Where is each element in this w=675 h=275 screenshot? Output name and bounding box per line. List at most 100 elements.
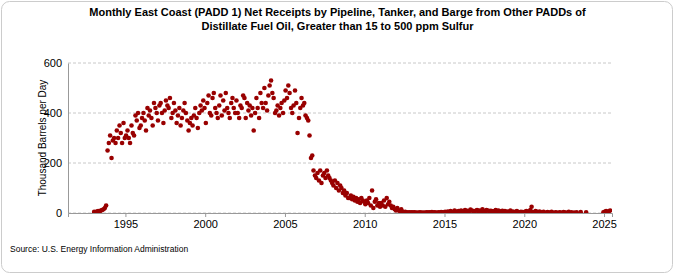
point	[384, 196, 389, 201]
point	[178, 123, 183, 128]
point	[262, 86, 267, 91]
point	[283, 88, 288, 93]
point	[243, 116, 248, 121]
point	[281, 111, 286, 116]
point	[608, 208, 612, 213]
point	[104, 203, 109, 208]
point	[190, 123, 195, 128]
title-line: Monthly East Coast (PADD 1) Net Receipts…	[89, 6, 586, 18]
x-tick-label: 2020	[513, 218, 537, 230]
y-tick: 600	[44, 57, 68, 69]
point	[113, 141, 118, 146]
points	[92, 78, 612, 213]
point	[201, 98, 206, 103]
point	[169, 116, 174, 121]
point	[265, 108, 270, 113]
point	[105, 148, 110, 153]
point	[251, 128, 256, 133]
point	[109, 156, 114, 161]
point	[574, 210, 579, 213]
point	[141, 111, 146, 116]
point	[529, 204, 534, 209]
point	[318, 168, 323, 173]
point	[202, 106, 207, 111]
x-tick-label: 2015	[433, 218, 457, 230]
point	[249, 113, 254, 118]
point	[254, 96, 259, 101]
point	[257, 116, 262, 121]
point	[231, 106, 236, 111]
point	[168, 96, 173, 101]
point	[166, 106, 171, 111]
point	[134, 118, 139, 123]
point	[158, 101, 163, 106]
point	[255, 106, 260, 111]
point	[221, 98, 226, 103]
x-tick-label: 2010	[353, 218, 377, 230]
point	[307, 133, 312, 138]
point	[144, 128, 149, 133]
point	[325, 168, 330, 173]
x-tick: 2005	[273, 213, 297, 230]
point	[261, 106, 266, 111]
x-axis-line	[69, 214, 613, 218]
point	[210, 96, 215, 101]
point	[345, 191, 350, 196]
point	[286, 83, 291, 88]
point	[371, 206, 376, 211]
y-tick: 0	[56, 207, 68, 219]
point	[319, 181, 324, 186]
point	[217, 103, 222, 108]
point	[223, 91, 228, 96]
point	[367, 196, 372, 201]
point	[226, 111, 231, 116]
point	[287, 91, 292, 96]
point	[285, 96, 290, 101]
point	[184, 111, 189, 116]
point	[209, 113, 214, 118]
point	[193, 106, 198, 111]
point	[274, 108, 279, 113]
title: Monthly East Coast (PADD 1) Net Receipts…	[89, 6, 586, 32]
x-tick: 2020	[513, 213, 537, 230]
point	[152, 101, 157, 106]
point	[156, 118, 161, 123]
x-tick: 2015	[433, 213, 457, 230]
point	[142, 118, 147, 123]
x-tick: 2025	[592, 213, 616, 230]
point	[246, 108, 251, 113]
point	[138, 123, 143, 128]
point	[237, 116, 242, 121]
point	[205, 101, 210, 106]
point	[253, 111, 258, 116]
point	[132, 133, 137, 138]
x-tick-mark	[125, 213, 126, 217]
y-axis-line	[68, 64, 69, 214]
point	[227, 116, 232, 121]
point	[578, 210, 583, 213]
point	[177, 106, 182, 111]
point	[125, 128, 130, 133]
x-tick-label: 2025	[592, 218, 616, 230]
point	[270, 91, 275, 96]
point	[180, 116, 185, 121]
point	[120, 141, 125, 146]
point	[154, 111, 159, 116]
point	[153, 106, 158, 111]
grid-line	[68, 163, 612, 164]
point	[294, 101, 299, 106]
point	[206, 93, 211, 98]
y-axis-title: Thousand Barrels per Day	[37, 80, 48, 197]
point	[311, 168, 316, 173]
point	[277, 113, 282, 118]
y-tick-label: 0	[56, 207, 62, 219]
point	[225, 106, 230, 111]
point	[295, 131, 300, 136]
point	[115, 128, 120, 133]
point	[182, 101, 187, 106]
point	[258, 91, 263, 96]
point	[212, 91, 217, 96]
point	[136, 111, 141, 116]
point	[162, 108, 167, 113]
point	[234, 98, 239, 103]
